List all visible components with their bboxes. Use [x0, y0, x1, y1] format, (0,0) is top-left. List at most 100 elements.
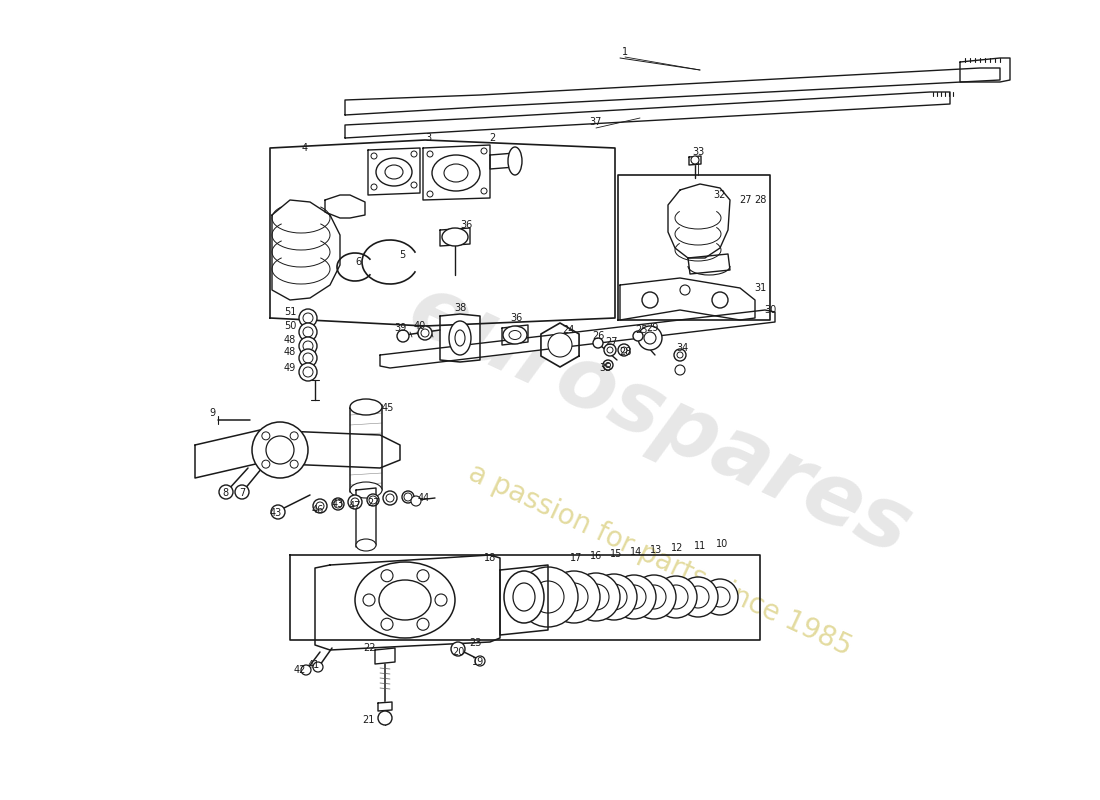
Polygon shape [688, 254, 730, 274]
Text: 9: 9 [209, 408, 216, 418]
Circle shape [607, 347, 613, 353]
Circle shape [367, 494, 380, 506]
Text: 15: 15 [609, 549, 623, 559]
Text: 23: 23 [469, 638, 481, 648]
Circle shape [262, 432, 270, 440]
Polygon shape [668, 184, 730, 258]
Text: 14: 14 [630, 547, 642, 557]
Ellipse shape [432, 155, 480, 191]
Polygon shape [272, 200, 340, 300]
Ellipse shape [455, 330, 465, 346]
Circle shape [583, 584, 609, 610]
Circle shape [421, 329, 429, 337]
Text: 17: 17 [570, 553, 582, 563]
Text: 40: 40 [414, 321, 426, 331]
Circle shape [381, 618, 393, 630]
Circle shape [371, 153, 377, 159]
Circle shape [654, 576, 697, 618]
Text: 39: 39 [394, 323, 406, 333]
Text: 33: 33 [692, 147, 704, 157]
Circle shape [299, 323, 317, 341]
Polygon shape [440, 228, 470, 246]
Circle shape [252, 422, 308, 478]
Circle shape [314, 499, 327, 513]
Ellipse shape [513, 583, 535, 611]
Text: 5: 5 [399, 250, 405, 260]
Circle shape [299, 337, 317, 355]
Ellipse shape [504, 571, 544, 623]
Circle shape [302, 313, 313, 323]
Circle shape [368, 496, 377, 504]
Polygon shape [960, 58, 1010, 82]
Text: 3: 3 [425, 133, 431, 143]
Circle shape [603, 360, 613, 370]
Circle shape [642, 585, 666, 609]
Text: 37: 37 [590, 117, 602, 127]
Circle shape [518, 567, 578, 627]
Polygon shape [345, 92, 950, 138]
Circle shape [351, 498, 359, 506]
Text: 1: 1 [621, 47, 628, 57]
Circle shape [680, 285, 690, 295]
Text: 48: 48 [284, 335, 296, 345]
Circle shape [548, 333, 572, 357]
Text: 27: 27 [606, 337, 618, 347]
Circle shape [302, 353, 313, 363]
Text: 11: 11 [694, 541, 706, 551]
Circle shape [593, 338, 603, 348]
Circle shape [411, 496, 421, 506]
Circle shape [632, 331, 644, 341]
Circle shape [363, 594, 375, 606]
Text: 38: 38 [454, 303, 466, 313]
Circle shape [418, 326, 432, 340]
Circle shape [644, 332, 656, 344]
Text: 51: 51 [284, 307, 296, 317]
Circle shape [301, 665, 311, 675]
Circle shape [334, 500, 342, 508]
Circle shape [481, 148, 487, 154]
Polygon shape [345, 68, 1000, 115]
Text: 34: 34 [675, 343, 689, 353]
Circle shape [604, 344, 616, 356]
Polygon shape [490, 153, 515, 169]
Polygon shape [379, 310, 776, 368]
Polygon shape [350, 405, 382, 492]
Circle shape [402, 491, 414, 503]
Polygon shape [368, 148, 420, 195]
Circle shape [674, 349, 686, 361]
Text: 41: 41 [308, 660, 320, 670]
Text: 18: 18 [484, 553, 496, 563]
Circle shape [601, 584, 627, 610]
Polygon shape [324, 195, 365, 218]
Circle shape [271, 505, 285, 519]
Circle shape [621, 347, 627, 353]
Text: 42: 42 [294, 665, 306, 675]
Circle shape [621, 585, 646, 609]
Text: 6: 6 [355, 257, 361, 267]
Circle shape [378, 711, 392, 725]
Circle shape [638, 326, 662, 350]
Text: eurospares: eurospares [396, 267, 924, 573]
Text: 21: 21 [362, 715, 374, 725]
Text: 36: 36 [460, 220, 472, 230]
Circle shape [434, 594, 447, 606]
Polygon shape [375, 648, 395, 664]
Circle shape [591, 574, 637, 620]
Text: 16: 16 [590, 551, 602, 561]
Polygon shape [541, 323, 579, 367]
Circle shape [664, 585, 688, 609]
Text: 24: 24 [562, 325, 574, 335]
Circle shape [481, 188, 487, 194]
Circle shape [612, 575, 656, 619]
Circle shape [417, 570, 429, 582]
Ellipse shape [350, 399, 382, 415]
Circle shape [302, 367, 313, 377]
Circle shape [632, 575, 676, 619]
Circle shape [688, 586, 710, 608]
Text: 47: 47 [349, 501, 361, 511]
Polygon shape [195, 430, 400, 478]
Circle shape [262, 460, 270, 468]
Circle shape [417, 618, 429, 630]
Circle shape [532, 581, 564, 613]
Ellipse shape [350, 482, 382, 498]
